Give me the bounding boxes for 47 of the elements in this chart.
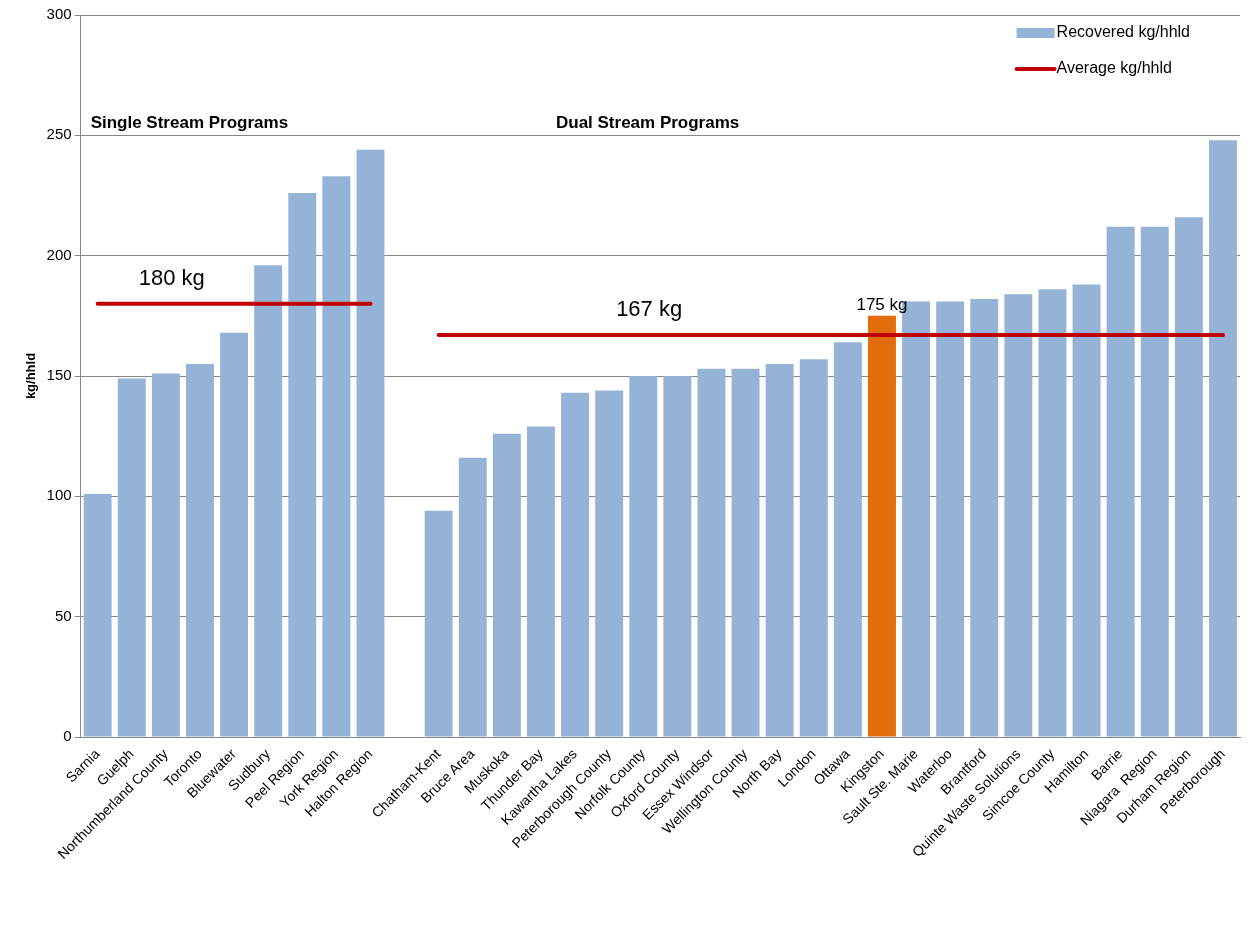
- bar: [492, 433, 521, 737]
- bar: [765, 363, 794, 737]
- bar: [833, 342, 862, 737]
- bar: [424, 510, 453, 737]
- annotation: 180 kg: [138, 264, 205, 290]
- annotation: Dual Stream Programs: [555, 112, 740, 132]
- bar: [1174, 217, 1203, 737]
- bar: [561, 392, 590, 737]
- y-tick-label: 150: [46, 366, 72, 384]
- annotation: Single Stream Programs: [90, 112, 289, 132]
- bar: [1072, 284, 1101, 737]
- annotation: 175 kg: [856, 295, 908, 315]
- y-tick-label: 50: [54, 606, 72, 624]
- y-tick-label: 0: [63, 727, 72, 745]
- bar: [731, 368, 760, 737]
- bar: [663, 376, 692, 737]
- bar: [1038, 289, 1067, 737]
- y-tick-label: 250: [46, 125, 72, 143]
- bar: [220, 332, 249, 737]
- legend-label: Average kg/hhld: [1056, 59, 1172, 77]
- bar: [1004, 294, 1033, 737]
- bar: [288, 193, 317, 737]
- bar: [1140, 226, 1169, 737]
- bar: [629, 376, 658, 737]
- bar: [867, 315, 896, 737]
- bar: [356, 149, 385, 737]
- bar: [185, 363, 214, 737]
- bar: [936, 301, 965, 737]
- bar: [254, 265, 283, 737]
- bar: [697, 368, 726, 737]
- bar: [1208, 140, 1237, 737]
- bar: [117, 378, 146, 737]
- bar: [322, 176, 351, 737]
- annotation: 167 kg: [616, 296, 683, 322]
- y-tick-label: 200: [46, 245, 72, 263]
- bar: [83, 493, 112, 737]
- y-tick-label: 300: [46, 5, 72, 23]
- y-axis-title: kg/hhld: [23, 352, 39, 400]
- bar: [1106, 226, 1135, 737]
- bar: [526, 426, 555, 737]
- bar: [151, 373, 180, 737]
- bar: [595, 390, 624, 737]
- bar: [458, 457, 487, 737]
- bar: [799, 359, 828, 737]
- bar: [970, 299, 999, 737]
- y-tick-label: 100: [46, 486, 72, 504]
- legend-label: Recovered kg/hhld: [1056, 23, 1191, 41]
